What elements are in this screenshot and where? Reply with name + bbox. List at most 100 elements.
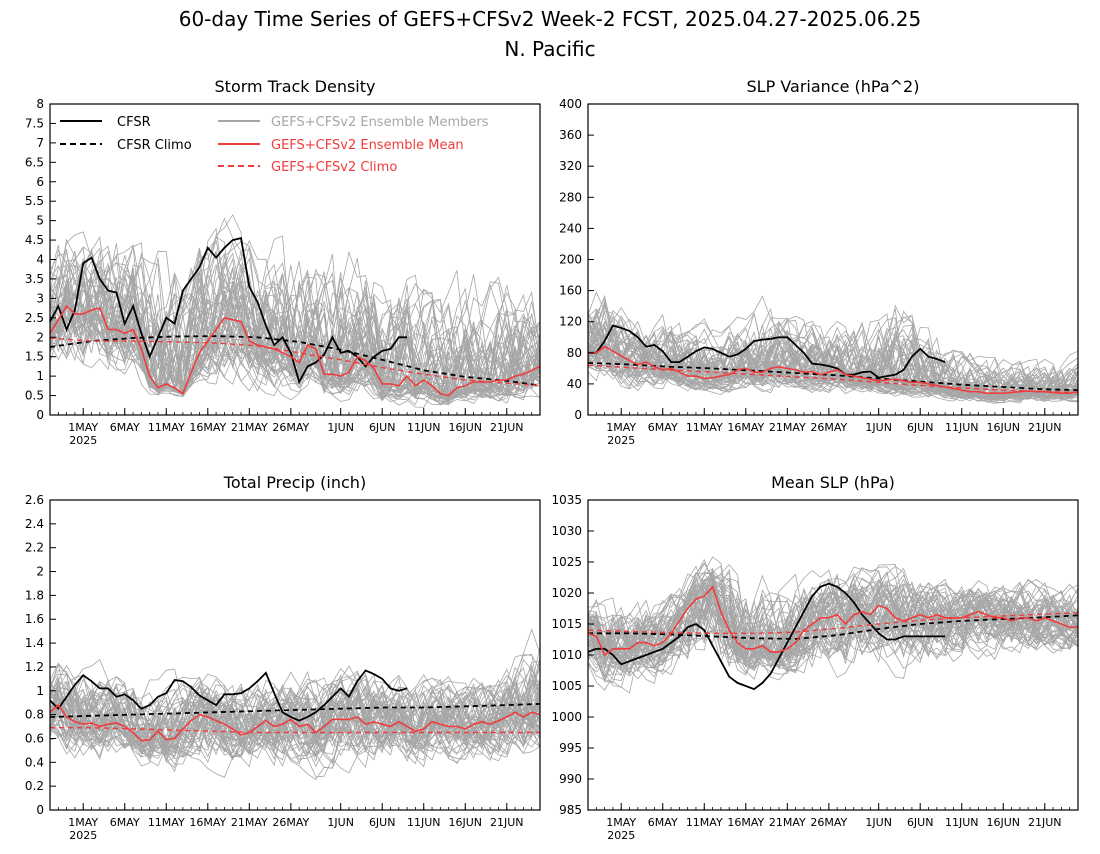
y-tick-label: 5.5 [25,194,44,208]
x-tick-label: 16JUN [986,816,1020,829]
ensemble-member-line [50,241,540,393]
y-tick-label: 40 [567,377,582,391]
x-tick-label: 16MAY [727,816,764,829]
x-tick-label: 21MAY [769,421,806,434]
y-tick-label: 280 [559,190,582,204]
ensemble-member-line [588,569,1078,694]
x-tick-label: 16JUN [986,421,1020,434]
y-tick-label: 7.5 [25,116,44,130]
x-tick-label: 16JUN [448,816,482,829]
x-tick-label: 21JUN [490,816,524,829]
y-tick-label: 120 [559,315,582,329]
ensemble-member-line [50,276,540,396]
y-tick-label: 2 [36,565,44,579]
x-tick-label: 1MAY [68,816,98,829]
panel-precip: Total Precip (inch) 0 0.2 0.4 0.6 0.8 1 1.2 1.4 1… [25,473,541,842]
ensemble-member-line [50,658,540,760]
ensemble-members [50,628,540,780]
ensemble-member-line [588,566,1078,655]
y-tick-label: 6.5 [25,155,44,169]
ensemble-member-line [50,704,540,778]
y-tick-label: 1.2 [25,660,44,674]
ensemble-member-line [50,628,540,746]
x-tick-label: 21MAY [231,421,268,434]
x-tick-label: 11JUN [407,421,441,434]
y-tick-label: 2.6 [25,493,44,507]
y-tick-label: 0 [36,803,44,817]
x-tick-label: 1JUN [327,816,354,829]
x-tick-label: 6MAY [110,816,140,829]
x-tick-label: 16MAY [189,421,226,434]
x-year-label: 2025 [607,829,635,842]
y-tick-label: 320 [559,159,582,173]
ensemble-member-line [50,258,540,402]
series-line-cfsr [49,669,408,722]
ensemble-members [50,213,540,408]
series-line-mean [588,345,1079,395]
ensemble-member-line [50,678,540,738]
series-line-gefs-climo [49,337,541,387]
legend-label-gefs-climo: GEFS+CFSv2 Climo [271,160,397,175]
series-line-gefs-climo [50,727,540,734]
ensemble-member-line [50,654,540,758]
y-tick-label: 6 [36,175,44,189]
y-tick-label: 4.5 [25,233,44,247]
ensemble-member-line [588,598,1078,689]
y-tick-label: 1035 [551,493,582,507]
x-tick-label: 26MAY [272,421,309,434]
ensemble-member-line [588,577,1078,683]
x-tick-label: 21JUN [1028,816,1062,829]
x-tick-label: 11MAY [148,816,185,829]
y-tick-label: 0.4 [25,755,44,769]
ensemble-member-line [50,217,540,389]
y-tick-label: 1 [36,684,44,698]
ensemble-member-line [588,583,1078,680]
y-tick-label: 80 [567,346,582,360]
y-tick-label: 2.5 [25,311,44,325]
series-line-cfsr-climo [49,335,541,387]
ensemble-member-line [588,320,1078,400]
y-tick-label: 2.2 [25,541,44,555]
x-tick-label: 1JUN [865,421,892,434]
series-line-cfsr [588,324,946,379]
panel-meanslp: Mean SLP (hPa) 985 990 995 1000 1005 1010 1015 1… [551,473,1079,842]
y-tick-label: 1025 [551,555,582,569]
y-tick-label: 1.6 [25,612,44,626]
y-tick-label: 985 [559,803,582,817]
y-tick-label: 240 [559,221,582,235]
legend-background [56,113,493,177]
x-tick-label: 11MAY [686,816,723,829]
series-line-mean [49,703,541,742]
y-tick-label: 0 [36,408,44,422]
y-tick-label: 4 [36,253,44,267]
ensemble-member-line [588,571,1078,681]
x-tick-label: 1MAY [606,816,636,829]
x-tick-label: 16MAY [189,816,226,829]
x-tick-label: 26MAY [810,816,847,829]
y-tick-label: 990 [559,772,582,786]
series-line-cfsr-climo [588,614,1079,640]
ensemble-member-line [588,571,1078,673]
x-tick-label: 26MAY [810,421,847,434]
ensemble-member-line [588,603,1078,680]
y-tick-label: 200 [559,253,582,267]
y-tick-label: 3 [36,291,44,305]
y-tick-label: 1.5 [25,350,44,364]
x-tick-label: 26MAY [272,816,309,829]
x-tick-label: 11JUN [945,421,979,434]
y-tick-label: 995 [559,741,582,755]
y-tick-label: 8 [36,97,44,111]
ensemble-member-line [588,325,1078,402]
ensemble-member-line [50,692,540,764]
ensemble-member-line [588,582,1078,666]
ensemble-member-line [50,273,540,396]
x-tick-label: 11MAY [686,421,723,434]
x-tick-label: 6MAY [110,421,140,434]
ensemble-member-line [50,260,540,402]
legend-label-members: GEFS+CFSv2 Ensemble Members [271,115,489,130]
panel-title: Storm Track Density [215,77,376,96]
legend-label-cfsr-climo: CFSR Climo [117,138,192,153]
x-tick-label: 6JUN [907,421,934,434]
x-tick-label: 16JUN [448,421,482,434]
